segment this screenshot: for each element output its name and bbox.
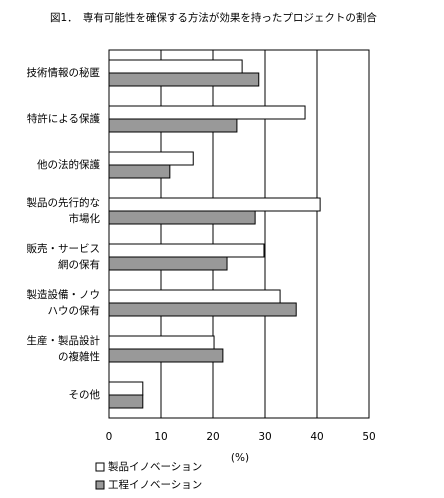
x-tick-label: 40 [310,431,323,443]
y-tick-label-line: の複雑性 [58,350,100,363]
y-tick-label-line: 市場化 [69,212,101,225]
bar [108,105,306,120]
y-tick-label: 他の法的保護 [37,158,100,171]
y-tick-label: 技術情報の秘匿 [27,66,101,79]
x-tick-label: 50 [362,431,375,443]
y-tick-label-line: 他の法的保護 [37,158,100,171]
y-tick-label: その他 [69,388,101,401]
y-tick-label-line: 技術情報の秘匿 [27,66,101,79]
chart-title: 図1． 専有可能性を確保する方法が効果を持ったプロジェクトの割合 [50,11,377,24]
x-tick-label: 20 [206,431,219,443]
x-tick-label: 30 [258,431,271,443]
legend-swatch [95,480,105,490]
bar [108,151,194,166]
y-tick-label: 生産・製品設計の複雑性 [27,334,101,363]
y-tick-label-line: 網の保有 [58,258,100,271]
bar [108,210,256,225]
bar [108,243,265,258]
bar [108,118,238,133]
bar [108,256,228,271]
legend-label: 製品イノベーション [108,460,202,473]
bar [108,197,321,212]
y-tick-label-line: 製造設備・ノウ [27,288,101,301]
bar [108,394,144,409]
x-tick-label: 0 [106,431,113,443]
y-tick-label-line: その他 [69,388,101,401]
bar [108,381,144,396]
bar [108,164,171,179]
y-tick-label-line: 製品の先行的な [27,196,101,209]
x-axis-label: (%) [231,452,249,464]
bar [108,335,215,350]
bar [108,59,243,74]
legend-label: 工程イノベーション [108,479,202,491]
y-tick-label: 特許による保護 [27,112,101,125]
y-tick-label-line: 生産・製品設計 [27,334,101,347]
bar [108,72,260,87]
plot-frame [108,49,370,419]
legend-swatch [95,462,105,472]
x-tick-label: 10 [154,431,167,443]
bar [108,348,224,363]
y-tick-label: 製品の先行的な市場化 [27,196,101,225]
y-tick-label: 販売・サービス網の保有 [27,242,101,271]
y-tick-label-line: 販売・サービス [27,242,101,255]
y-tick-label-line: ハウの保有 [48,304,101,317]
y-tick-label: 製造設備・ノウハウの保有 [27,288,101,317]
y-tick-label-line: 特許による保護 [27,112,101,125]
bar [108,289,281,304]
bar [108,302,297,317]
